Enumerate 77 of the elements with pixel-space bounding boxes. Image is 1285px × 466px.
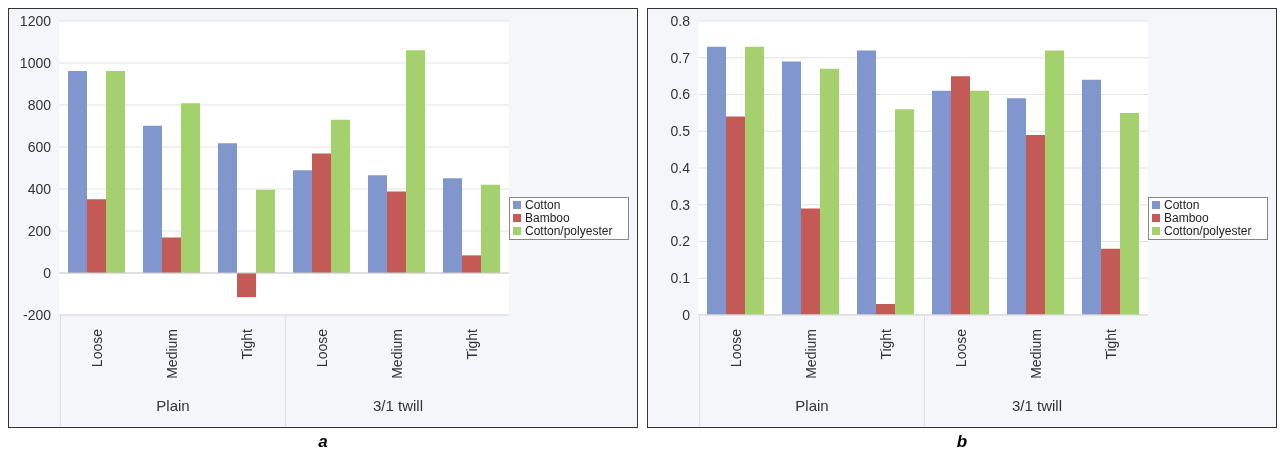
bar: [895, 109, 914, 315]
bar: [181, 103, 200, 273]
y-tick-label: -200: [22, 306, 52, 323]
bar: [331, 119, 350, 273]
bar: [406, 50, 425, 273]
bar: [707, 46, 726, 315]
bar: [857, 50, 876, 315]
bar: [87, 199, 106, 273]
legend-label: Cotton: [1164, 197, 1200, 212]
x-tick-label: Loose: [88, 328, 105, 368]
bar: [970, 90, 989, 315]
y-tick-label: 0.4: [670, 159, 691, 176]
x-tick-label: Loose: [952, 328, 969, 368]
bar: [1045, 50, 1064, 315]
y-tick-label: 800: [27, 96, 52, 113]
x-tick-label: Tight: [877, 328, 894, 360]
x-tick-label: Tight: [463, 328, 480, 360]
bar: [820, 68, 839, 315]
y-tick-label: 600: [27, 138, 52, 155]
x-tick-label: Loose: [313, 328, 330, 368]
bar: [312, 153, 331, 273]
x-tick-label: Tight: [238, 328, 255, 360]
y-tick-label: 1000: [19, 54, 52, 71]
bar: [782, 61, 801, 315]
bar: [1120, 112, 1139, 315]
legend-label: Cotton/polyester: [525, 223, 613, 238]
y-tick-label: 0.7: [670, 49, 691, 66]
bar: [1026, 134, 1045, 315]
y-tick-label: 0.1: [670, 270, 691, 287]
bar: [256, 189, 275, 273]
x-tick-label: Medium: [1027, 329, 1044, 379]
bar: [726, 116, 745, 315]
x-tick-label: Tight: [1102, 328, 1119, 360]
y-tick-label: 1200: [19, 12, 52, 29]
y-tick-label: 0: [43, 264, 52, 281]
bar: [876, 303, 895, 315]
y-tick-label: 0: [682, 306, 691, 323]
bar: [1101, 248, 1120, 315]
bar: [1007, 98, 1026, 315]
bar: [801, 208, 820, 315]
bar: [481, 184, 500, 273]
bar: [745, 46, 764, 315]
legend-label: Bamboo: [525, 210, 570, 225]
bar: [368, 175, 387, 273]
text: 3/1 twill: [1011, 397, 1063, 414]
bar: [237, 273, 256, 298]
legend-label: Bamboo: [1164, 210, 1209, 225]
x-tick-label: Medium: [802, 329, 819, 379]
bar: [106, 70, 125, 273]
bar: [293, 170, 312, 273]
bar: [443, 178, 462, 273]
y-tick-label: 0.3: [670, 196, 691, 213]
bar: [1082, 79, 1101, 315]
bar: [143, 125, 162, 273]
bar: [932, 90, 951, 315]
bar: [462, 255, 481, 273]
x-tick-label: Loose: [727, 328, 744, 368]
text: b: [955, 432, 969, 452]
bar: [68, 70, 87, 273]
text: 3/1 twill: [372, 397, 424, 414]
text: a: [317, 432, 329, 452]
y-tick-label: 0.6: [670, 86, 691, 103]
legend-label: Cotton/polyester: [1164, 223, 1252, 238]
y-tick-label: 0.8: [670, 12, 691, 29]
x-tick-label: Medium: [388, 329, 405, 379]
y-tick-label: 0.2: [670, 233, 691, 250]
bar: [162, 237, 181, 273]
text: Plain: [795, 397, 829, 414]
x-tick-label: Medium: [163, 329, 180, 379]
y-tick-label: 200: [27, 222, 52, 239]
bar: [218, 143, 237, 273]
bar: [387, 191, 406, 273]
y-tick-label: 400: [27, 180, 52, 197]
legend-label: Cotton: [525, 197, 561, 212]
bar: [951, 76, 970, 315]
y-tick-label: 0.5: [670, 123, 691, 140]
text: Plain: [156, 397, 190, 414]
